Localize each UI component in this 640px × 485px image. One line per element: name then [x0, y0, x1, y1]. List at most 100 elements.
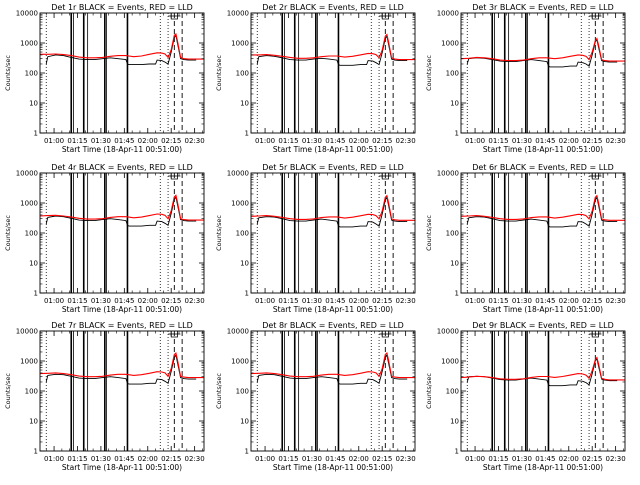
- y-tick-label: 1: [455, 448, 459, 456]
- series-lld: [460, 37, 625, 62]
- x-tick-label: 01:30: [302, 455, 322, 463]
- x-tick-label: 02:30: [606, 297, 626, 305]
- plot-frame: [39, 12, 205, 134]
- series-lld: [39, 351, 204, 379]
- x-tick-label: 01:45: [325, 297, 345, 305]
- y-tick-label: 1: [34, 130, 38, 138]
- y-tick-label: 1000: [441, 200, 459, 208]
- x-tick-label: 02:30: [185, 455, 205, 463]
- panel-title: Det 1r BLACK = Events, RED = LLD: [51, 3, 193, 12]
- x-tick-label: 01:00: [44, 455, 64, 463]
- y-tick-label: 100: [446, 70, 459, 78]
- panel-det-9: Det 9r BLACK = Events, RED = LLD 1 10 100 10…: [425, 321, 626, 472]
- x-tick-label: 02:15: [372, 455, 392, 463]
- x-axis-label: Start Time (18-Apr-11 00:51:00): [273, 145, 393, 154]
- x-axis-label: Start Time (18-Apr-11 00:51:00): [483, 305, 603, 314]
- series-lld: [250, 351, 415, 379]
- y-tick-label: 100: [236, 388, 249, 396]
- y-tick-label: 1000: [231, 40, 249, 48]
- y-axis-label: Counts/sec: [425, 55, 433, 91]
- x-tick-label: 01:45: [114, 297, 134, 305]
- x-tick-label: 01:30: [91, 455, 111, 463]
- panel-det-7: Det 7r BLACK = Events, RED = LLD 1 10 100 10…: [4, 321, 205, 472]
- x-tick-label: 01:00: [255, 297, 275, 305]
- y-tick-label: 1: [455, 130, 459, 138]
- panel-title: Det 9r BLACK = Events, RED = LLD: [472, 321, 614, 330]
- x-tick-label: 01:15: [278, 455, 298, 463]
- y-tick-label: 10: [29, 260, 38, 268]
- y-tick-label: 100: [236, 70, 249, 78]
- panel-title: Det 6r BLACK = Events, RED = LLD: [472, 163, 614, 172]
- y-tick-label: 10000: [437, 10, 459, 18]
- x-tick-label: 01:00: [465, 137, 485, 145]
- x-tick-label: 02:00: [349, 297, 369, 305]
- x-tick-label: 02:30: [606, 137, 626, 145]
- x-tick-label: 02:00: [559, 455, 579, 463]
- x-tick-label: 01:45: [535, 137, 555, 145]
- x-tick-label: 02:15: [582, 137, 602, 145]
- y-axis-label: Counts/sec: [215, 373, 223, 409]
- y-tick-label: 10: [450, 260, 459, 268]
- x-tick-label: 02:15: [161, 137, 181, 145]
- panel-det-4: Det 4r BLACK = Events, RED = LLD 1 10 100 10…: [4, 163, 205, 314]
- x-tick-label: 01:15: [67, 137, 87, 145]
- x-tick-label: 01:30: [512, 297, 532, 305]
- y-tick-label: 10: [450, 418, 459, 426]
- x-tick-label: 01:45: [114, 137, 134, 145]
- plot-frame: [39, 172, 205, 294]
- x-tick-label: 01:15: [278, 297, 298, 305]
- panel-title: Det 4r BLACK = Events, RED = LLD: [51, 163, 193, 172]
- x-tick-label: 01:15: [67, 297, 87, 305]
- x-tick-label: 01:30: [302, 137, 322, 145]
- x-tick-label: 02:15: [372, 137, 392, 145]
- plot-frame: [250, 12, 416, 134]
- x-axis-label: Start Time (18-Apr-11 00:51:00): [483, 463, 603, 472]
- x-tick-label: 01:45: [535, 455, 555, 463]
- x-tick-label: 01:15: [488, 455, 508, 463]
- x-tick-label: 01:00: [465, 297, 485, 305]
- x-tick-label: 02:00: [349, 455, 369, 463]
- x-tick-label: 01:00: [44, 137, 64, 145]
- x-tick-label: 02:00: [349, 137, 369, 145]
- y-tick-label: 1: [245, 448, 249, 456]
- y-tick-label: 1000: [20, 40, 38, 48]
- plot-frame: [250, 172, 416, 294]
- y-tick-label: 1000: [231, 358, 249, 366]
- panel-title: Det 5r BLACK = Events, RED = LLD: [262, 163, 404, 172]
- y-tick-label: 10: [240, 418, 249, 426]
- plot-frame: [39, 330, 205, 452]
- y-tick-label: 1000: [20, 200, 38, 208]
- y-tick-label: 10000: [16, 10, 38, 18]
- y-tick-label: 10: [29, 100, 38, 108]
- x-tick-label: 01:15: [488, 297, 508, 305]
- y-tick-label: 10000: [227, 10, 249, 18]
- y-tick-label: 10000: [16, 170, 38, 178]
- series-lld: [39, 194, 204, 221]
- x-tick-label: 02:15: [161, 297, 181, 305]
- y-tick-label: 100: [25, 230, 38, 238]
- plot-frame: [250, 330, 416, 452]
- y-tick-label: 1: [245, 130, 249, 138]
- x-tick-label: 01:30: [512, 455, 532, 463]
- y-tick-label: 1: [34, 290, 38, 298]
- x-tick-label: 01:15: [278, 137, 298, 145]
- y-tick-label: 10000: [437, 170, 459, 178]
- y-tick-label: 100: [446, 230, 459, 238]
- panel-det-2: Det 2r BLACK = Events, RED = LLD 1 10 100 10…: [215, 3, 416, 154]
- panel-title: Det 8r BLACK = Events, RED = LLD: [262, 321, 404, 330]
- x-tick-label: 01:00: [465, 455, 485, 463]
- x-tick-label: 02:30: [185, 297, 205, 305]
- y-tick-label: 1: [245, 290, 249, 298]
- y-tick-label: 10000: [227, 170, 249, 178]
- x-tick-label: 01:45: [114, 455, 134, 463]
- x-tick-label: 01:30: [91, 297, 111, 305]
- y-axis-label: Counts/sec: [215, 215, 223, 251]
- y-tick-label: 10: [450, 100, 459, 108]
- series-lld: [40, 33, 204, 60]
- x-tick-label: 01:30: [302, 297, 322, 305]
- y-tick-label: 10000: [16, 328, 38, 336]
- x-tick-label: 02:00: [559, 137, 579, 145]
- y-tick-label: 1: [455, 290, 459, 298]
- y-axis-label: Counts/sec: [215, 55, 223, 91]
- y-tick-label: 1: [34, 448, 38, 456]
